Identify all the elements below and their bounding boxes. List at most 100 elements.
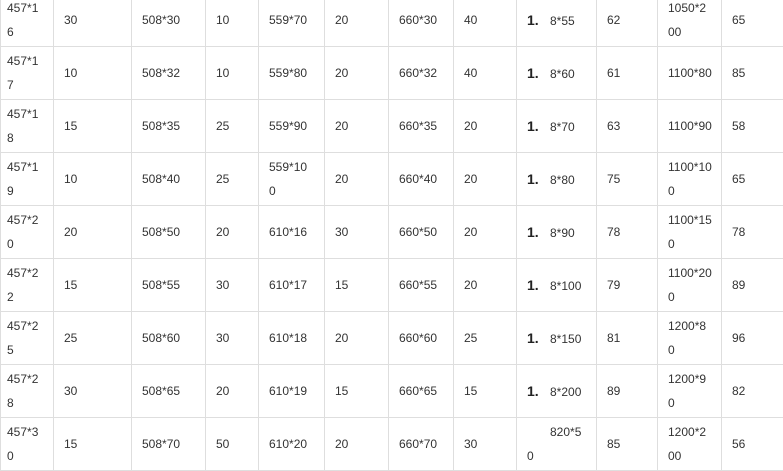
table-cell: 30 xyxy=(454,418,517,471)
cell-value: 20 xyxy=(335,432,378,456)
table-cell: 20 xyxy=(454,100,517,153)
table-cell: 660*32 xyxy=(389,47,454,100)
table-cell: 20 xyxy=(325,153,389,206)
table-cell: 25 xyxy=(54,312,132,365)
table-cell: 610*20 xyxy=(259,418,325,471)
cell-value: 610*16 xyxy=(269,220,313,244)
table-cell: 660*60 xyxy=(389,312,454,365)
table-cell: 10 xyxy=(206,47,259,100)
table-cell: 25 xyxy=(206,100,259,153)
cell-value: 20 xyxy=(335,8,378,32)
cell-value: 660*70 xyxy=(399,432,443,456)
table-cell: 20 xyxy=(325,312,389,365)
cell-value: 58 xyxy=(732,114,774,138)
table-cell: 20 xyxy=(206,206,259,259)
list-marker: 1. xyxy=(527,326,550,350)
table-cell: 1100*150 xyxy=(658,206,722,259)
table-cell: 660*70 xyxy=(389,418,454,471)
table-cell: 1100*200 xyxy=(658,259,722,312)
table-cell: 20 xyxy=(206,365,259,418)
cell-value: 8*150 xyxy=(550,332,581,346)
cell-value: 62 xyxy=(607,8,647,32)
table-cell: 1050*200 xyxy=(658,0,722,47)
cell-value: 457*19 xyxy=(7,155,45,203)
table-cell: 457*20 xyxy=(1,206,54,259)
table-cell: 20 xyxy=(454,153,517,206)
cell-value: 20 xyxy=(64,220,121,244)
table-cell: 10 xyxy=(54,47,132,100)
cell-value: 81 xyxy=(607,326,647,350)
table-cell: 559*70 xyxy=(259,0,325,47)
cell-value: 78 xyxy=(607,220,647,244)
table-cell: 1.8*55 xyxy=(517,0,597,47)
cell-value: 89 xyxy=(732,273,774,297)
table-cell: 1.8*200 xyxy=(517,365,597,418)
list-marker: 1. xyxy=(527,114,550,138)
table-cell: 1.8*90 xyxy=(517,206,597,259)
cell-value: 660*50 xyxy=(399,220,443,244)
table-cell: 20 xyxy=(454,259,517,312)
cell-value: 457*30 xyxy=(7,420,45,468)
table-cell: 1.8*80 xyxy=(517,153,597,206)
cell-value: 820*50 xyxy=(527,425,581,463)
table-cell: 85 xyxy=(597,418,658,471)
table-cell: 79 xyxy=(597,259,658,312)
cell-value: 1200*80 xyxy=(668,314,712,362)
cell-value: 508*50 xyxy=(142,220,195,244)
cell-value: 457*16 xyxy=(7,0,45,44)
cell-value: 20 xyxy=(335,61,378,85)
cell-value: 1100*80 xyxy=(668,61,712,85)
list-marker: 1. xyxy=(527,379,550,403)
table-cell: 25 xyxy=(454,312,517,365)
cell-value: 65 xyxy=(732,8,774,32)
table-cell: 559*90 xyxy=(259,100,325,153)
table-cell: 78 xyxy=(722,206,783,259)
table-cell: 508*35 xyxy=(132,100,206,153)
table-cell: 15 xyxy=(325,259,389,312)
table-cell: 660*40 xyxy=(389,153,454,206)
cell-value: 85 xyxy=(607,432,647,456)
table-cell: 25 xyxy=(206,153,259,206)
table-cell: 20 xyxy=(325,0,389,47)
table-cell: 15 xyxy=(54,418,132,471)
table-cell: 30 xyxy=(206,312,259,365)
table-cell: 457*28 xyxy=(1,365,54,418)
cell-value: 30 xyxy=(335,220,378,244)
table-cell: 20 xyxy=(54,206,132,259)
table-cell: 75 xyxy=(597,153,658,206)
cell-value: 1100*100 xyxy=(668,155,712,203)
table-cell: 30 xyxy=(206,259,259,312)
cell-value: 20 xyxy=(464,167,506,191)
cell-value: 65 xyxy=(732,167,774,191)
cell-value: 8*60 xyxy=(550,67,575,81)
cell-value: 559*100 xyxy=(269,155,313,203)
cell-value: 30 xyxy=(216,273,248,297)
table-cell: 58 xyxy=(722,100,783,153)
cell-value: 15 xyxy=(464,379,506,403)
cell-value: 8*90 xyxy=(550,226,575,240)
table-cell: 1100*100 xyxy=(658,153,722,206)
cell-value: 8*70 xyxy=(550,120,575,134)
table-cell: 62 xyxy=(597,0,658,47)
cell-value: 508*60 xyxy=(142,326,195,350)
table-cell: 1100*90 xyxy=(658,100,722,153)
list-marker: 1. xyxy=(527,61,550,85)
list-marker: 1. xyxy=(527,273,550,297)
table-cell: 65 xyxy=(722,153,783,206)
table-cell: 508*30 xyxy=(132,0,206,47)
table-cell: 1100*80 xyxy=(658,47,722,100)
cell-value: 508*35 xyxy=(142,114,195,138)
cell-value: 508*65 xyxy=(142,379,195,403)
cell-value: 10 xyxy=(216,61,248,85)
table-cell: 1200*80 xyxy=(658,312,722,365)
cell-value: 508*70 xyxy=(142,432,195,456)
cell-value: 15 xyxy=(64,114,121,138)
cell-value: 660*35 xyxy=(399,114,443,138)
table-cell: 85 xyxy=(722,47,783,100)
cell-value: 20 xyxy=(216,379,248,403)
cell-value: 508*40 xyxy=(142,167,195,191)
